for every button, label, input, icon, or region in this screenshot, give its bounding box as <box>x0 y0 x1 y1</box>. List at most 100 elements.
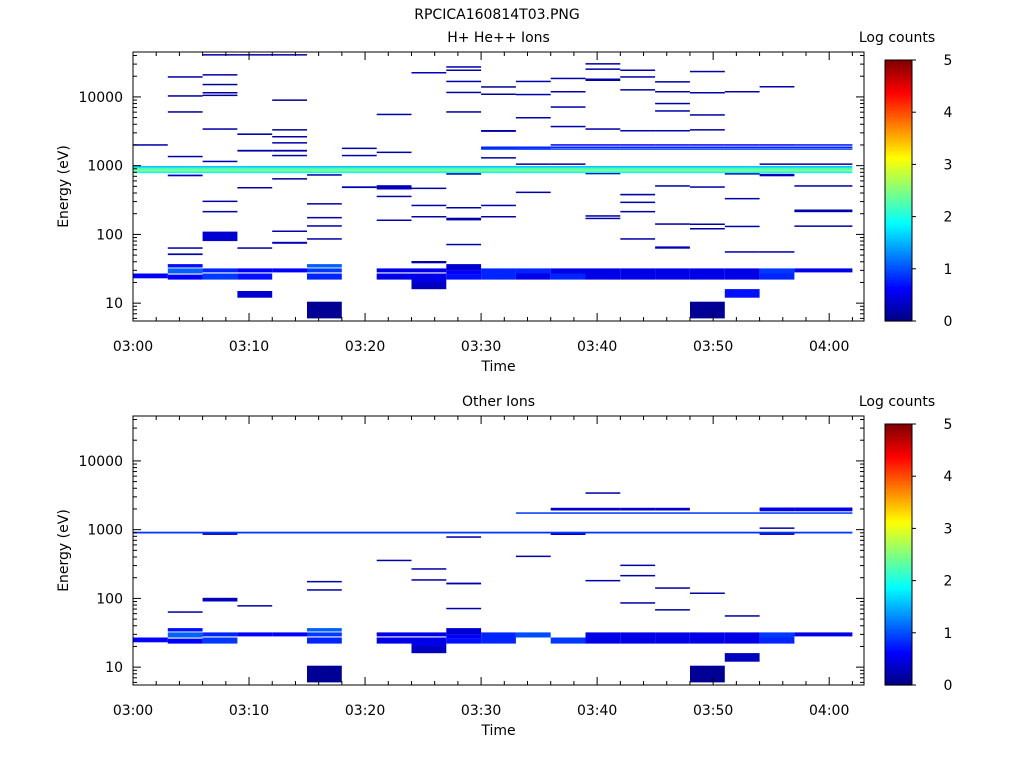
heatmap-cell <box>724 251 760 253</box>
colorbar-segment <box>885 303 912 307</box>
heatmap-cell <box>446 243 482 246</box>
heatmap-cell <box>690 92 725 94</box>
heatmap-cell <box>202 92 238 94</box>
colorbar-segment <box>885 249 912 252</box>
colorbar-segment <box>885 297 912 300</box>
colorbar-segment <box>885 519 912 523</box>
colorbar-segment <box>885 227 912 231</box>
colorbar-segment <box>885 101 912 105</box>
colorbar-segment <box>885 432 912 436</box>
heatmap-cell <box>655 144 690 146</box>
heatmap-cell <box>515 80 551 83</box>
colorbar-segment <box>885 547 912 551</box>
heatmap-cell <box>167 611 203 613</box>
colorbar-segment <box>885 634 912 638</box>
colorbar-tick-label: 1 <box>944 626 953 642</box>
heatmap-cell <box>655 268 690 274</box>
y-tick-label: 100 <box>96 591 123 607</box>
heatmap-cell <box>620 637 656 644</box>
heatmap-cell <box>515 268 551 274</box>
heatmap-cell <box>202 160 238 163</box>
colorbar-segment <box>885 99 912 102</box>
heatmap-cell <box>272 99 307 101</box>
colorbar-segment <box>885 508 912 512</box>
heatmap-cell <box>481 216 516 218</box>
colorbar-segment <box>885 584 912 588</box>
colorbar-segment <box>885 81 912 85</box>
heatmap-cell <box>690 114 725 116</box>
colorbar-segment <box>885 177 912 181</box>
colorbar-segment <box>885 240 912 244</box>
heatmap-cell <box>481 268 516 274</box>
colorbar-segment <box>885 129 912 133</box>
plot-frame <box>132 415 865 686</box>
colorbar-segment <box>885 179 912 183</box>
colorbar-segment <box>885 624 912 627</box>
heatmap-cell <box>515 273 551 280</box>
colorbar-segment <box>885 591 912 595</box>
heatmap-cell <box>690 268 725 274</box>
heatmap-cell <box>167 247 203 249</box>
colorbar-segment <box>885 314 912 318</box>
heatmap-cell <box>307 628 342 632</box>
colorbar-segment <box>885 532 912 536</box>
heatmap-cell <box>515 555 551 558</box>
colorbar-segment <box>885 511 912 514</box>
colorbar-segment <box>885 188 912 192</box>
heatmap-cell <box>794 144 853 146</box>
heatmap-cell <box>585 637 621 644</box>
heatmap-cell <box>620 564 656 567</box>
heatmap-cell <box>724 91 760 93</box>
heatmap-cell <box>759 527 795 529</box>
colorbar-segment <box>885 262 912 266</box>
heatmap-cell <box>376 113 412 116</box>
colorbar-segment <box>885 460 912 464</box>
heatmap-cell <box>307 216 342 219</box>
colorbar-segment <box>885 140 912 144</box>
heatmap-cell <box>655 223 690 225</box>
colorbar-segment <box>885 611 912 614</box>
colorbar-segment <box>885 447 912 451</box>
colorbar-segment <box>885 186 912 189</box>
colorbar-segment <box>885 212 912 216</box>
colorbar-segment <box>885 86 912 89</box>
heatmap-cell <box>446 66 482 68</box>
heatmap-cell <box>446 80 482 83</box>
heatmap-cell <box>620 69 656 71</box>
colorbar-segment <box>885 578 912 582</box>
colorbar-segment <box>885 153 912 157</box>
colorbar-segment <box>885 671 912 675</box>
x-tick-label: 04:00 <box>809 703 849 719</box>
heatmap-cell <box>690 273 725 280</box>
colorbar-tick-label: 3 <box>944 157 953 173</box>
heatmap-cell <box>759 251 795 253</box>
colorbar-segment <box>885 310 912 313</box>
heatmap-cell <box>446 69 482 71</box>
colorbar-segment <box>885 580 912 584</box>
heatmap-cell <box>167 264 203 268</box>
heatmap-cell <box>411 646 447 654</box>
colorbar-segment <box>885 79 912 83</box>
colorbar-segment <box>885 62 912 65</box>
colorbar-segment <box>885 571 912 575</box>
colorbar-segment <box>885 73 912 76</box>
colorbar-segment <box>885 554 912 558</box>
heatmap-cell <box>411 273 447 283</box>
heatmap-cell <box>620 144 656 146</box>
colorbar-segment <box>885 465 912 469</box>
heatmap-cell <box>655 246 690 249</box>
colorbar-segment <box>885 301 912 305</box>
heatmap-cell <box>167 628 203 632</box>
colorbar-segment <box>885 541 912 545</box>
heatmap-cell <box>794 209 853 213</box>
heatmap-cell <box>550 637 586 644</box>
heatmap-cell <box>794 163 853 165</box>
heatmap-cell <box>307 580 342 583</box>
heatmap-cell <box>307 268 342 273</box>
heatmap-cell <box>515 191 551 194</box>
heatmap-cell <box>585 268 621 274</box>
heatmap-cell <box>655 102 690 105</box>
colorbar-segment <box>885 264 912 268</box>
colorbar-segment <box>885 521 912 525</box>
colorbar-segment <box>885 299 912 303</box>
